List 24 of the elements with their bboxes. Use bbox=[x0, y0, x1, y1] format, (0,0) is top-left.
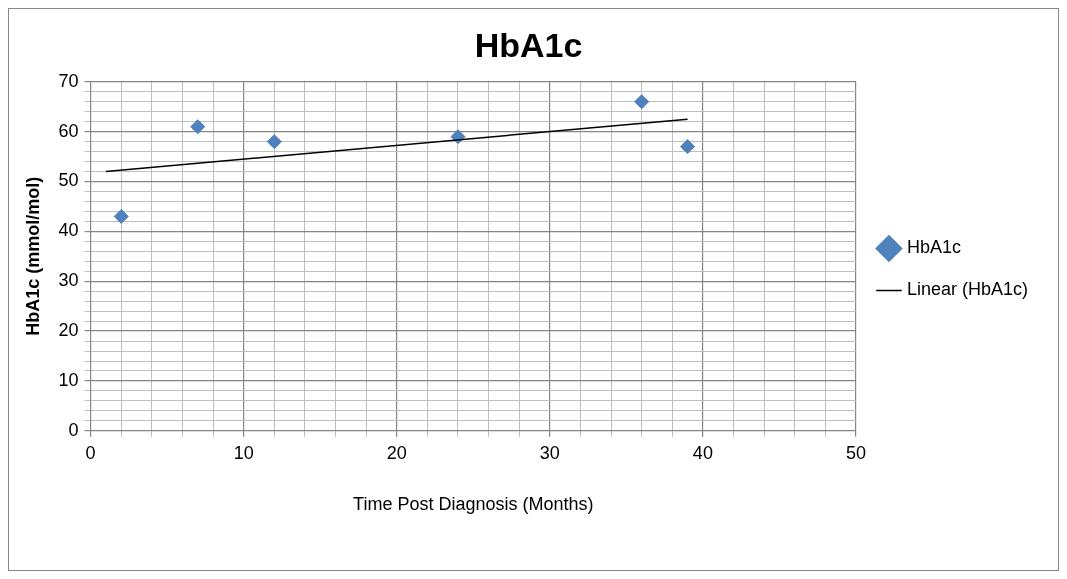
y-tick-label: 10 bbox=[58, 369, 79, 390]
x-tick-label: 0 bbox=[85, 442, 96, 463]
point bbox=[113, 208, 129, 224]
point bbox=[634, 94, 650, 110]
y-tick-label: 70 bbox=[58, 70, 79, 91]
chart-title: HbA1c bbox=[474, 25, 583, 64]
y-tick-label: 0 bbox=[68, 419, 79, 440]
x-tick-label: 40 bbox=[692, 442, 713, 463]
legend-label: Linear (HbA1c) bbox=[906, 279, 1029, 300]
x-tick-label: 30 bbox=[539, 442, 560, 463]
point bbox=[190, 119, 206, 135]
x-tick-label: 50 bbox=[845, 442, 866, 463]
x-tick-label: 10 bbox=[233, 442, 254, 463]
x-tick-label: 20 bbox=[386, 442, 407, 463]
point bbox=[680, 139, 696, 155]
y-axis-title: HbA1c (mmol/mol) bbox=[22, 176, 43, 336]
y-tick-label: 50 bbox=[58, 170, 79, 191]
legend-label: HbA1c bbox=[906, 237, 961, 258]
y-tick-label: 40 bbox=[58, 220, 79, 241]
y-tick-label: 30 bbox=[58, 270, 79, 291]
x-axis-title: Time Post Diagnosis (Months) bbox=[353, 494, 594, 515]
y-tick-label: 60 bbox=[58, 120, 79, 141]
y-tick-label: 20 bbox=[58, 320, 79, 341]
point bbox=[266, 134, 282, 150]
